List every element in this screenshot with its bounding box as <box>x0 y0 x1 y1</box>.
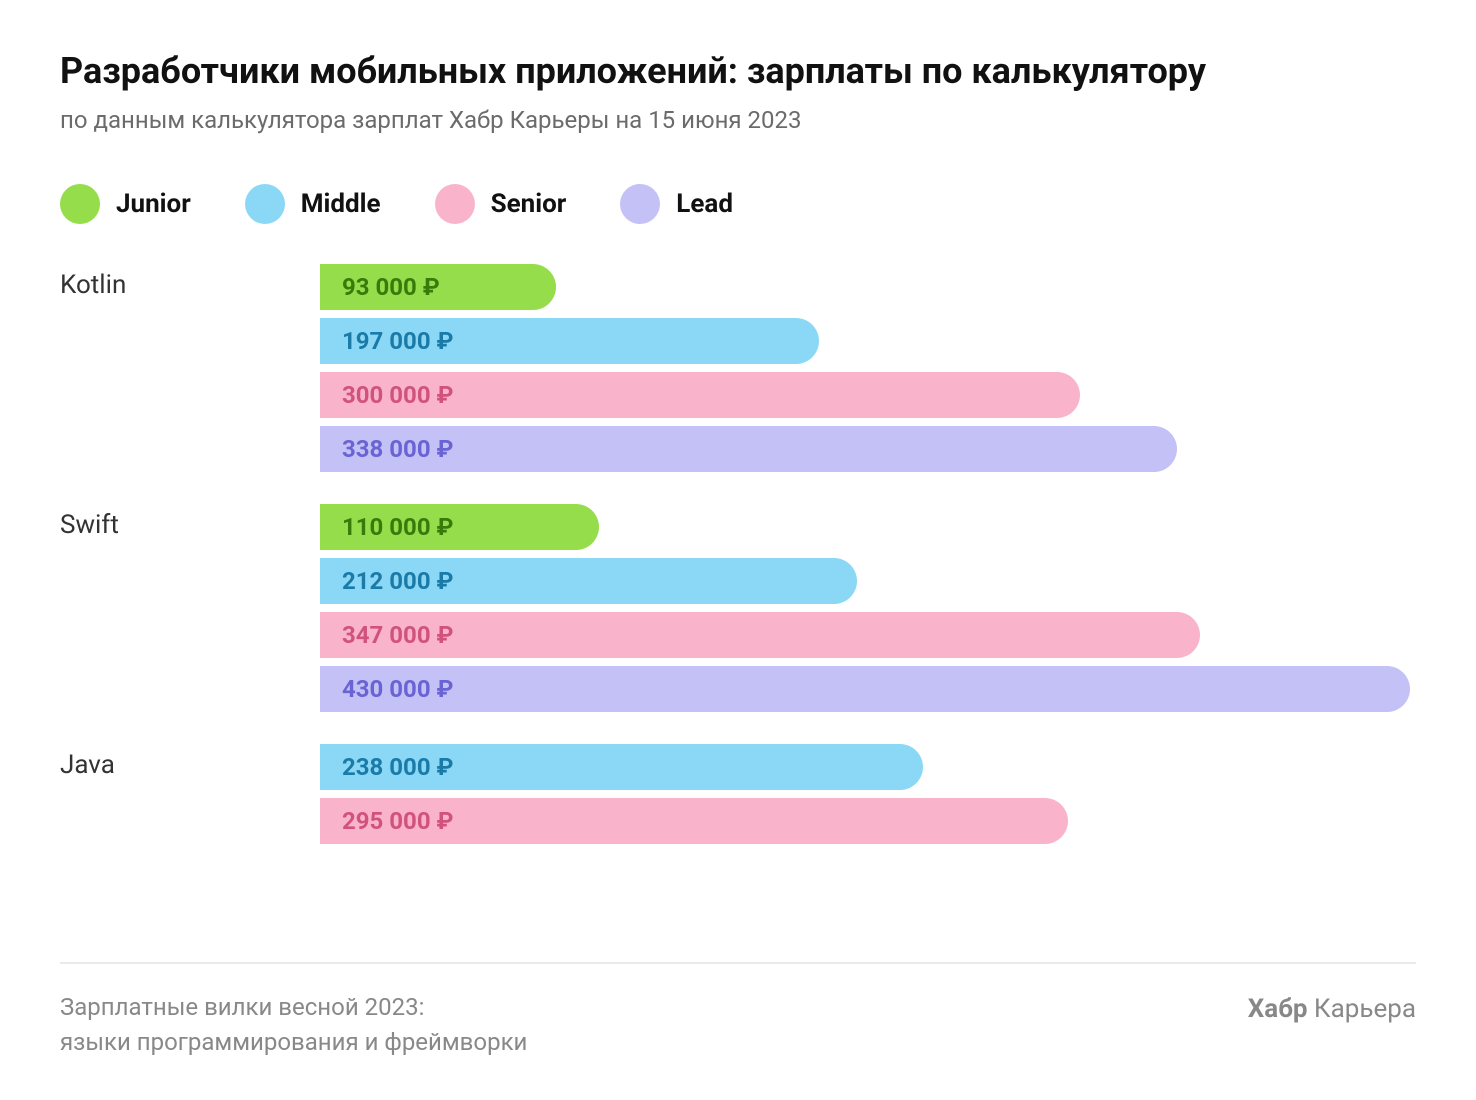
legend-label-lead: Lead <box>676 189 733 219</box>
legend-item-senior: Senior <box>435 184 567 224</box>
legend-swatch-senior <box>435 184 475 224</box>
bars-container: 93 000 ₽ 197 000 ₽ 300 000 ₽ 338 000 ₽ <box>320 264 1416 472</box>
bar-chart: Kotlin 93 000 ₽ 197 000 ₽ 300 000 ₽ 338 000 … <box>60 264 1416 922</box>
divider <box>60 962 1416 964</box>
legend-item-middle: Middle <box>245 184 381 224</box>
legend-label-junior: Junior <box>116 189 191 219</box>
bar-group: Kotlin 93 000 ₽ 197 000 ₽ 300 000 ₽ 338 000 … <box>60 264 1416 472</box>
footer-line-2: языки программирования и фреймворки <box>60 1025 527 1060</box>
footer-line-1: Зарплатные вилки весной 2023: <box>60 990 527 1025</box>
legend: Junior Middle Senior Lead <box>60 184 1416 224</box>
bar-lead: 430 000 ₽ <box>320 666 1410 712</box>
footer: Зарплатные вилки весной 2023: языки прог… <box>60 990 1416 1060</box>
bar-value-label: 93 000 ₽ <box>342 273 440 301</box>
footer-brand: Хабр Карьера <box>1248 990 1416 1024</box>
bar-value-label: 338 000 ₽ <box>342 435 453 463</box>
page-title: Разработчики мобильных приложений: зарпл… <box>60 50 1416 92</box>
bar-group: Java 238 000 ₽ 295 000 ₽ <box>60 744 1416 844</box>
group-label: Java <box>60 744 320 780</box>
legend-item-junior: Junior <box>60 184 191 224</box>
bar-junior: 93 000 ₽ <box>320 264 556 310</box>
bar-value-label: 430 000 ₽ <box>342 675 453 703</box>
bar-junior: 110 000 ₽ <box>320 504 599 550</box>
bar-senior: 347 000 ₽ <box>320 612 1200 658</box>
footer-description: Зарплатные вилки весной 2023: языки прог… <box>60 990 527 1060</box>
legend-label-middle: Middle <box>301 189 381 219</box>
bar-value-label: 295 000 ₽ <box>342 807 453 835</box>
bar-group: Swift 110 000 ₽ 212 000 ₽ 347 000 ₽ 430 000 … <box>60 504 1416 712</box>
bar-value-label: 300 000 ₽ <box>342 381 453 409</box>
bars-container: 110 000 ₽ 212 000 ₽ 347 000 ₽ 430 000 ₽ <box>320 504 1416 712</box>
group-label: Kotlin <box>60 264 320 300</box>
bar-value-label: 238 000 ₽ <box>342 753 453 781</box>
bar-value-label: 110 000 ₽ <box>342 513 453 541</box>
chart-page: Разработчики мобильных приложений: зарпл… <box>0 0 1476 1100</box>
page-subtitle: по данным калькулятора зарплат Хабр Карь… <box>60 106 1416 134</box>
legend-item-lead: Lead <box>620 184 733 224</box>
bar-middle: 212 000 ₽ <box>320 558 857 604</box>
legend-swatch-middle <box>245 184 285 224</box>
bar-value-label: 212 000 ₽ <box>342 567 453 595</box>
footer-brand-bold: Хабр <box>1248 994 1308 1024</box>
group-label: Swift <box>60 504 320 540</box>
bar-value-label: 197 000 ₽ <box>342 327 453 355</box>
bars-container: 238 000 ₽ 295 000 ₽ <box>320 744 1416 844</box>
legend-swatch-lead <box>620 184 660 224</box>
bar-middle: 238 000 ₽ <box>320 744 923 790</box>
bar-middle: 197 000 ₽ <box>320 318 819 364</box>
bar-lead: 338 000 ₽ <box>320 426 1177 472</box>
legend-swatch-junior <box>60 184 100 224</box>
footer-brand-rest: Карьера <box>1307 994 1416 1024</box>
bar-senior: 300 000 ₽ <box>320 372 1080 418</box>
legend-label-senior: Senior <box>491 189 567 219</box>
bar-senior: 295 000 ₽ <box>320 798 1068 844</box>
bar-value-label: 347 000 ₽ <box>342 621 453 649</box>
